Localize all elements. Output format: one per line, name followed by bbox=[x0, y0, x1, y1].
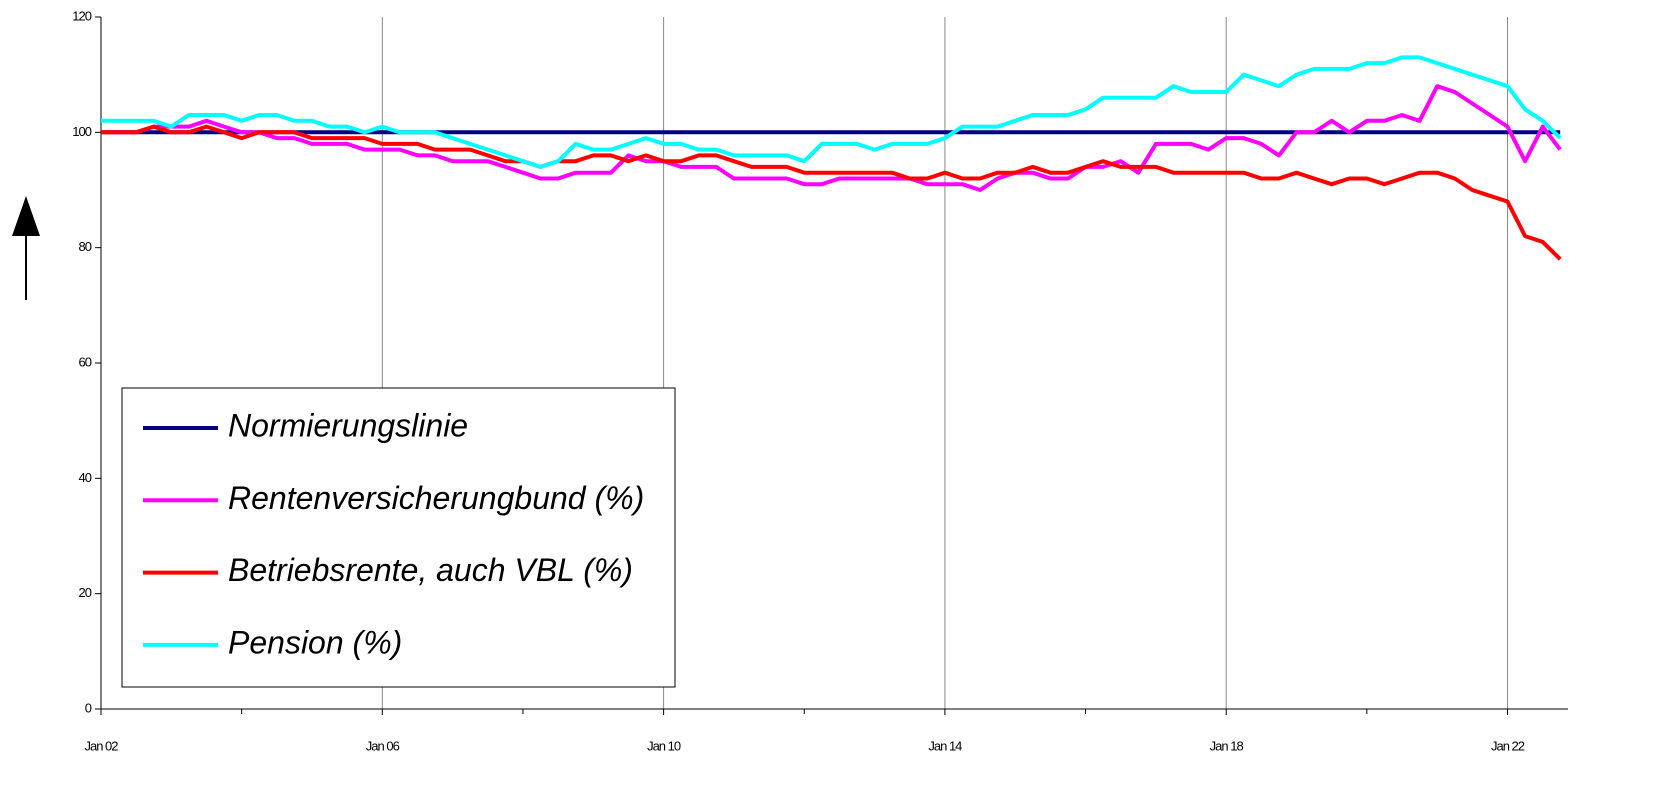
y-tick-label: 40 bbox=[79, 470, 92, 485]
x-tick-label: Jan 02 bbox=[84, 738, 118, 753]
x-tick-label: Jan 06 bbox=[366, 738, 400, 753]
x-tick-label: Jan 18 bbox=[1210, 738, 1244, 753]
y-tick-label: 60 bbox=[79, 354, 92, 369]
y-axis-arrow bbox=[12, 196, 40, 300]
y-tick-label: 120 bbox=[72, 8, 91, 23]
legend-label: Rentenversicherungbund (%) bbox=[228, 480, 644, 516]
y-tick-label: 80 bbox=[79, 239, 92, 254]
x-tick-label: Jan 10 bbox=[647, 738, 681, 753]
x-tick-label: Jan 14 bbox=[928, 738, 962, 753]
y-tick-label: 20 bbox=[79, 585, 92, 600]
line-series bbox=[101, 84, 1562, 192]
x-tick-label: Jan 22 bbox=[1491, 738, 1525, 753]
legend: Normierungslinie Rentenversicherungbund (… bbox=[121, 387, 676, 688]
legend-label: Normierungslinie bbox=[228, 407, 468, 443]
line-series bbox=[101, 55, 1562, 169]
y-tick-label: 0 bbox=[85, 700, 92, 715]
legend-box bbox=[121, 387, 676, 688]
legend-label: Pension (%) bbox=[228, 624, 402, 660]
line-series bbox=[101, 124, 1562, 261]
y-tick-label: 100 bbox=[72, 124, 91, 139]
legend-label: Betriebsrente, auch VBL (%) bbox=[228, 552, 633, 588]
